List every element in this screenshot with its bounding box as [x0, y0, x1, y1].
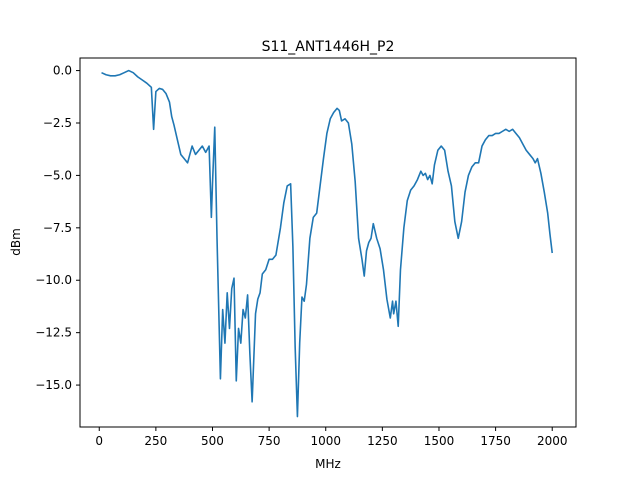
x-axis: 0 250 500 750 1000 1250 1500 1750 2000 — [95, 427, 567, 448]
chart-title: S11_ANT1446H_P2 — [262, 39, 395, 55]
y-tick-label: −7.5 — [43, 221, 72, 235]
y-tick-label: −2.5 — [43, 116, 72, 130]
x-tick-label: 2000 — [537, 434, 568, 448]
y-tick-label: −12.5 — [35, 326, 72, 340]
series-layer — [101, 69, 554, 418]
x-tick-label: 1000 — [310, 434, 341, 448]
x-tick-label: 1500 — [424, 434, 455, 448]
y-tick-label: 0.0 — [53, 64, 72, 78]
y-axis-label: dBm — [9, 228, 23, 256]
plot-frame — [79, 57, 577, 428]
series-line — [101, 69, 554, 418]
x-tick-label: 750 — [258, 434, 281, 448]
x-tick-label: 0 — [95, 434, 103, 448]
y-tick-label: −5.0 — [43, 168, 72, 182]
x-axis-label: MHz — [315, 457, 341, 471]
x-tick-label: 500 — [201, 434, 224, 448]
y-axis: 0.0 −2.5 −5.0 −7.5 −10.0 −12.5 −15.0 — [35, 64, 80, 392]
x-tick-label: 250 — [144, 434, 167, 448]
y-tick-label: −15.0 — [35, 378, 72, 392]
x-tick-label: 1250 — [367, 434, 398, 448]
y-tick-label: −10.0 — [35, 273, 72, 287]
x-tick-label: 1750 — [480, 434, 511, 448]
